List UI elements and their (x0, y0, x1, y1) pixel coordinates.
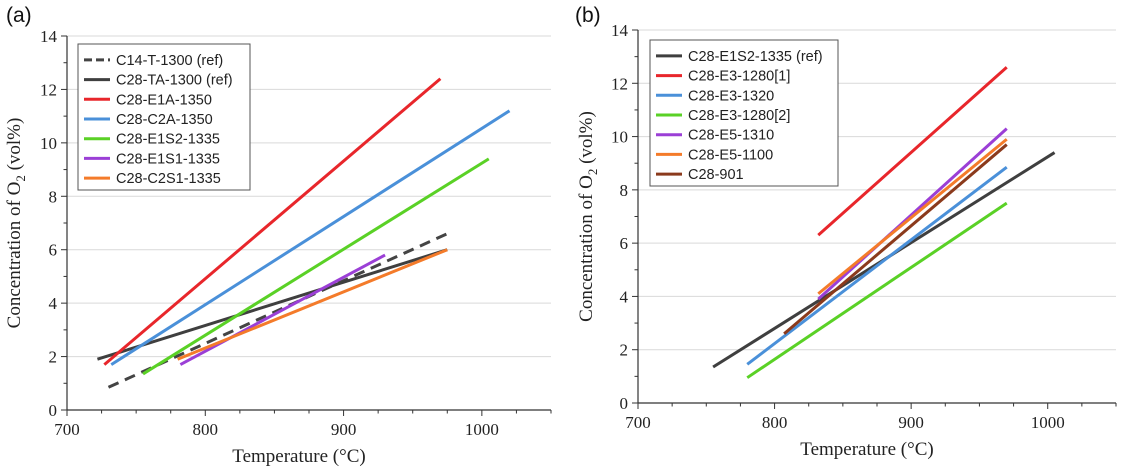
x-tick-label: 1000 (465, 420, 499, 439)
legend-label-3: C28-E1A-1350 (116, 92, 212, 108)
x-tick-label: 700 (625, 413, 651, 432)
y-tick-label: 10 (40, 134, 57, 153)
legend-box (649, 39, 839, 187)
legend-label-6: C28-E1S1-1335 (116, 151, 220, 167)
legend-label-2: C28-TA-1300 (ref) (116, 73, 233, 89)
legend-label-4: C28-E3-1280[2] (688, 108, 790, 124)
y-axis-label: Concentration of O2 (vol%) (576, 111, 600, 322)
x-axis-label: Temperature (°C) (800, 439, 933, 460)
x-tick-label: 700 (54, 420, 80, 439)
chart-panel-2: 700 800 900 1000 0 2 4 6 8 10 12 14 Temperature (°C)… (575, 4, 1117, 460)
series-line-3 (746, 166, 1008, 366)
panel-label: (b) (575, 4, 601, 27)
series-line-2 (817, 66, 1008, 237)
series-line-7 (177, 248, 448, 361)
x-tick-label: 900 (898, 413, 924, 432)
y-tick-label: 4 (620, 287, 629, 306)
legend-label-7: C28-901 (688, 167, 744, 183)
series-line-6 (179, 253, 386, 366)
x-tick-label: 800 (762, 413, 788, 432)
y-tick-label: 2 (49, 348, 58, 367)
legend-label-2: C28-E3-1280[1] (688, 69, 790, 85)
y-tick-label: 4 (49, 294, 58, 313)
legend-label-5: C28-E5-1310 (688, 128, 774, 144)
y-tick-label: 0 (49, 401, 58, 420)
series-line-5 (817, 127, 1008, 301)
series-line-4 (110, 109, 511, 366)
y-tick-label: 2 (620, 341, 629, 360)
y-tick-label: 12 (40, 80, 57, 99)
x-tick-label: 800 (193, 420, 219, 439)
legend-label-3: C28-E3-1320 (688, 88, 774, 104)
legend-label-1: C14-T-1300 (ref) (116, 53, 223, 69)
y-axis-label-main: Concentration of O (4, 182, 25, 329)
legend: C14-T-1300 (ref) C28-TA-1300 (ref) C28-E1A… (77, 43, 251, 191)
series-line-2 (96, 248, 448, 361)
series-line-4 (746, 201, 1008, 379)
y-tick-label: 14 (40, 27, 58, 46)
y-tick-label: 14 (611, 21, 629, 40)
y-axis-label-main: Concentration of O (576, 175, 597, 322)
y-axis-label-subscript: 2 (13, 175, 28, 182)
y-tick-label: 6 (49, 241, 58, 260)
y-axis-label-unit: (vol%) (4, 118, 25, 176)
x-tick-label: 900 (331, 420, 357, 439)
legend-label-1: C28-E1S2-1335 (ref) (688, 49, 823, 65)
panel-label: (a) (6, 4, 32, 27)
series-line-6 (817, 138, 1008, 295)
y-tick-label: 8 (620, 181, 629, 200)
y-tick-label: 8 (49, 187, 58, 206)
legend-label-4: C28-C2A-1350 (116, 112, 213, 128)
x-tick-label: 1000 (1031, 413, 1065, 432)
y-axis-label: Concentration of O2 (vol%) (4, 118, 28, 329)
legend-label-5: C28-E1S2-1335 (116, 132, 220, 148)
legend-box (77, 43, 251, 191)
legend: C28-E1S2-1335 (ref) C28-E3-1280[1] C28-E3-… (649, 39, 839, 187)
series-line-5 (142, 157, 490, 376)
y-tick-label: 10 (611, 128, 628, 147)
series-line-3 (103, 77, 442, 366)
legend-label-7: C28-C2S1-1335 (116, 171, 221, 187)
x-axis-label: Temperature (°C) (232, 446, 365, 467)
y-tick-label: 6 (620, 234, 629, 253)
legend-label-6: C28-E5-1100 (688, 147, 773, 163)
chart-panel-1: 700 800 900 1000 0 2 4 6 8 10 12 14 Temperature (°C)… (4, 4, 552, 467)
y-axis-label-subscript: 2 (585, 169, 600, 176)
y-tick-label: 12 (611, 74, 628, 93)
y-tick-label: 0 (620, 394, 629, 413)
series-line-7 (783, 143, 1008, 335)
y-axis-label-unit: (vol%) (576, 111, 597, 169)
